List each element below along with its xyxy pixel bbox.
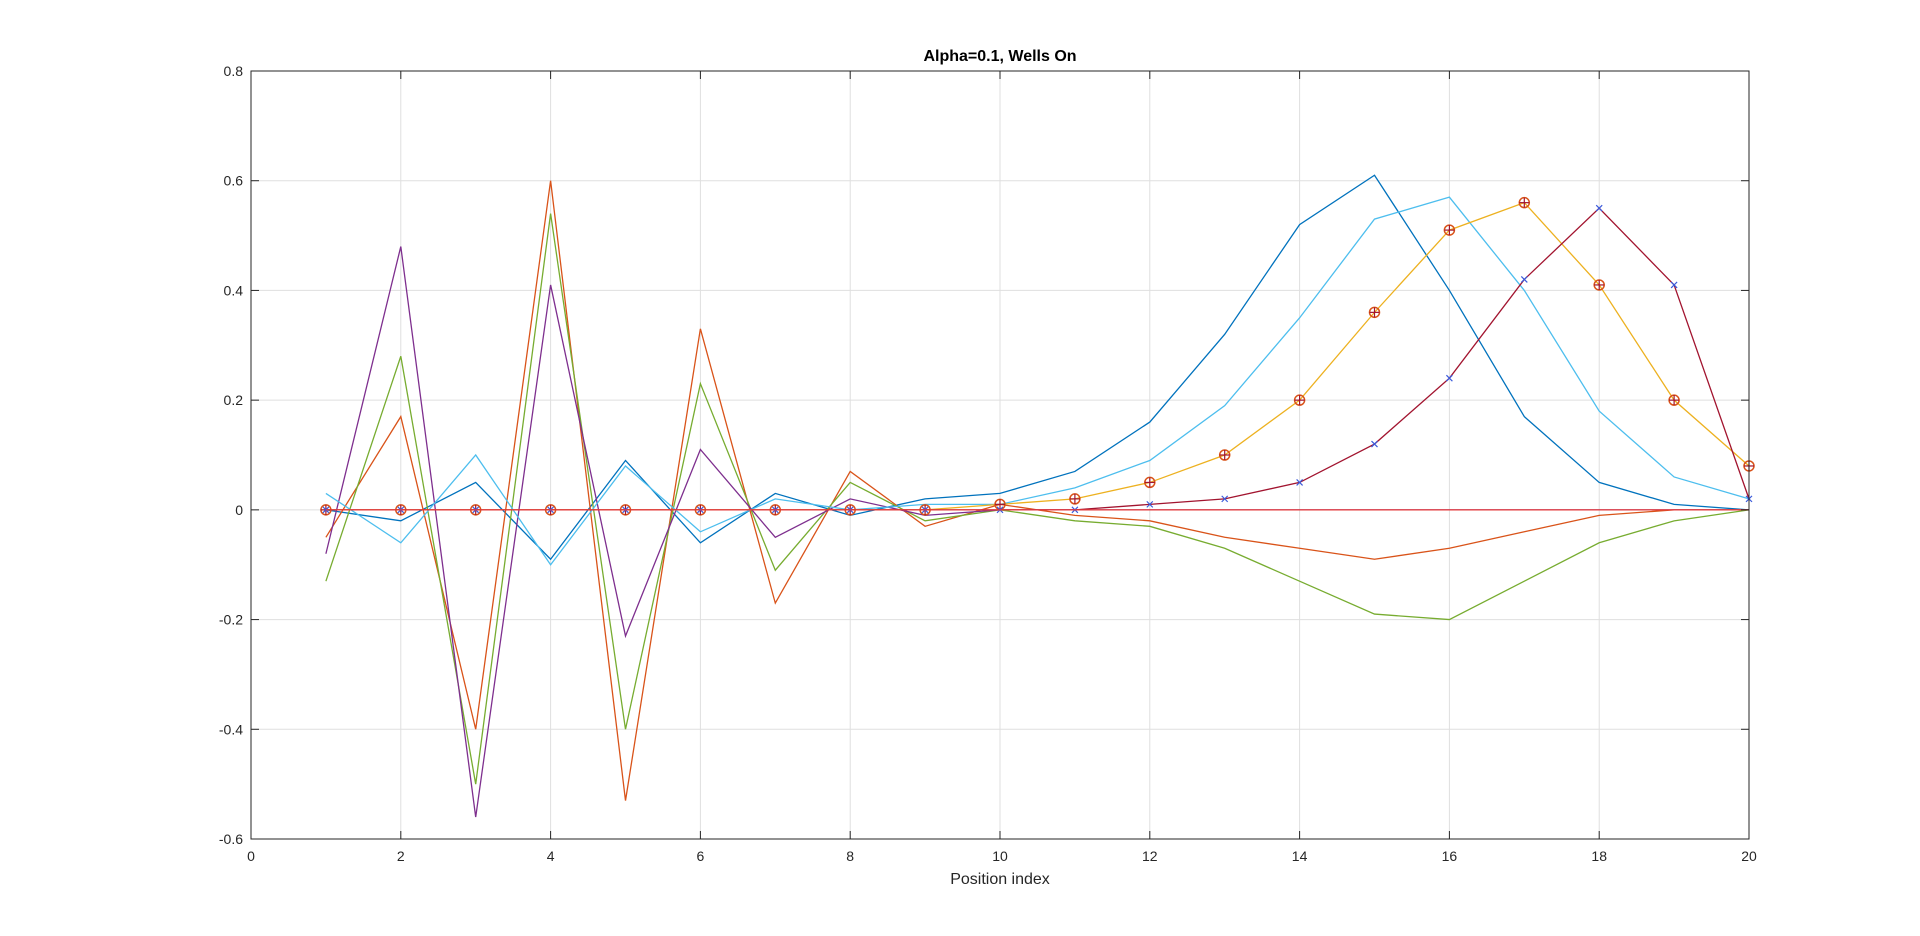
data-point — [1069, 493, 1081, 505]
x-tick-label: 20 — [1741, 848, 1757, 864]
x-tick-label: 14 — [1292, 848, 1308, 864]
x-tick-label: 0 — [247, 848, 255, 864]
axes: 0 2 4 6 8 10 12 14 16 18 20 -0.6 -0.4 -0.2 0 0.2 0.4 0.6 0… — [219, 63, 1757, 864]
y-tick-label: 0.8 — [224, 63, 244, 79]
x-tick-label: 8 — [846, 848, 854, 864]
marker-x-b — [1445, 374, 1453, 382]
data-point — [1221, 495, 1229, 503]
data-point — [1218, 449, 1231, 461]
chart-title: Alpha=0.1, Wells On — [923, 48, 1076, 65]
plot-frame — [250, 70, 1750, 840]
marker-x-b — [1221, 495, 1229, 503]
y-tick-label: 0.2 — [224, 392, 244, 408]
data-point — [1144, 476, 1156, 489]
y-tick-label: -0.4 — [219, 721, 243, 737]
data-point — [1518, 196, 1531, 209]
data-point — [1371, 440, 1378, 448]
series-group — [320, 174, 1755, 818]
x-axis-label: Position index — [950, 871, 1050, 888]
data-point — [1368, 306, 1381, 319]
data-point — [1668, 394, 1680, 406]
data-point — [994, 498, 1006, 511]
data-point — [1593, 279, 1605, 291]
marker-x-b — [1296, 479, 1304, 486]
data-point — [1520, 276, 1528, 283]
x-tick-label: 10 — [992, 848, 1008, 864]
y-tick-label: 0.6 — [224, 173, 244, 189]
data-point — [1443, 224, 1456, 236]
data-point — [1670, 281, 1678, 289]
x-tick-label: 6 — [697, 848, 705, 864]
marker-x-b — [1595, 204, 1603, 212]
x-tick-label: 12 — [1142, 848, 1158, 864]
series-5 — [325, 196, 1750, 566]
x-tick-label: 4 — [547, 848, 555, 864]
marker-x-b — [1520, 276, 1528, 283]
data-point — [1296, 479, 1304, 486]
data-point — [1595, 204, 1603, 212]
marker-x-b — [1670, 281, 1678, 289]
marker-x-b — [1146, 500, 1154, 508]
y-tick-label: -0.2 — [219, 612, 243, 628]
grid-lines — [250, 70, 1750, 840]
series-3 — [325, 213, 1750, 785]
series-line — [325, 196, 1750, 566]
data-point — [1293, 394, 1306, 406]
x-tick-label: 16 — [1442, 848, 1458, 864]
x-tick-label: 2 — [397, 848, 405, 864]
y-tick-label: 0.4 — [224, 282, 244, 298]
x-tick-label: 18 — [1591, 848, 1607, 864]
y-tick-label: -0.6 — [219, 831, 243, 847]
marker-x-b — [1371, 440, 1378, 448]
data-point — [1445, 374, 1453, 382]
series-line — [325, 213, 1750, 785]
series-line — [325, 174, 1750, 561]
series-1 — [325, 174, 1750, 561]
data-point — [1146, 500, 1154, 508]
y-tick-label: 0 — [235, 502, 243, 518]
